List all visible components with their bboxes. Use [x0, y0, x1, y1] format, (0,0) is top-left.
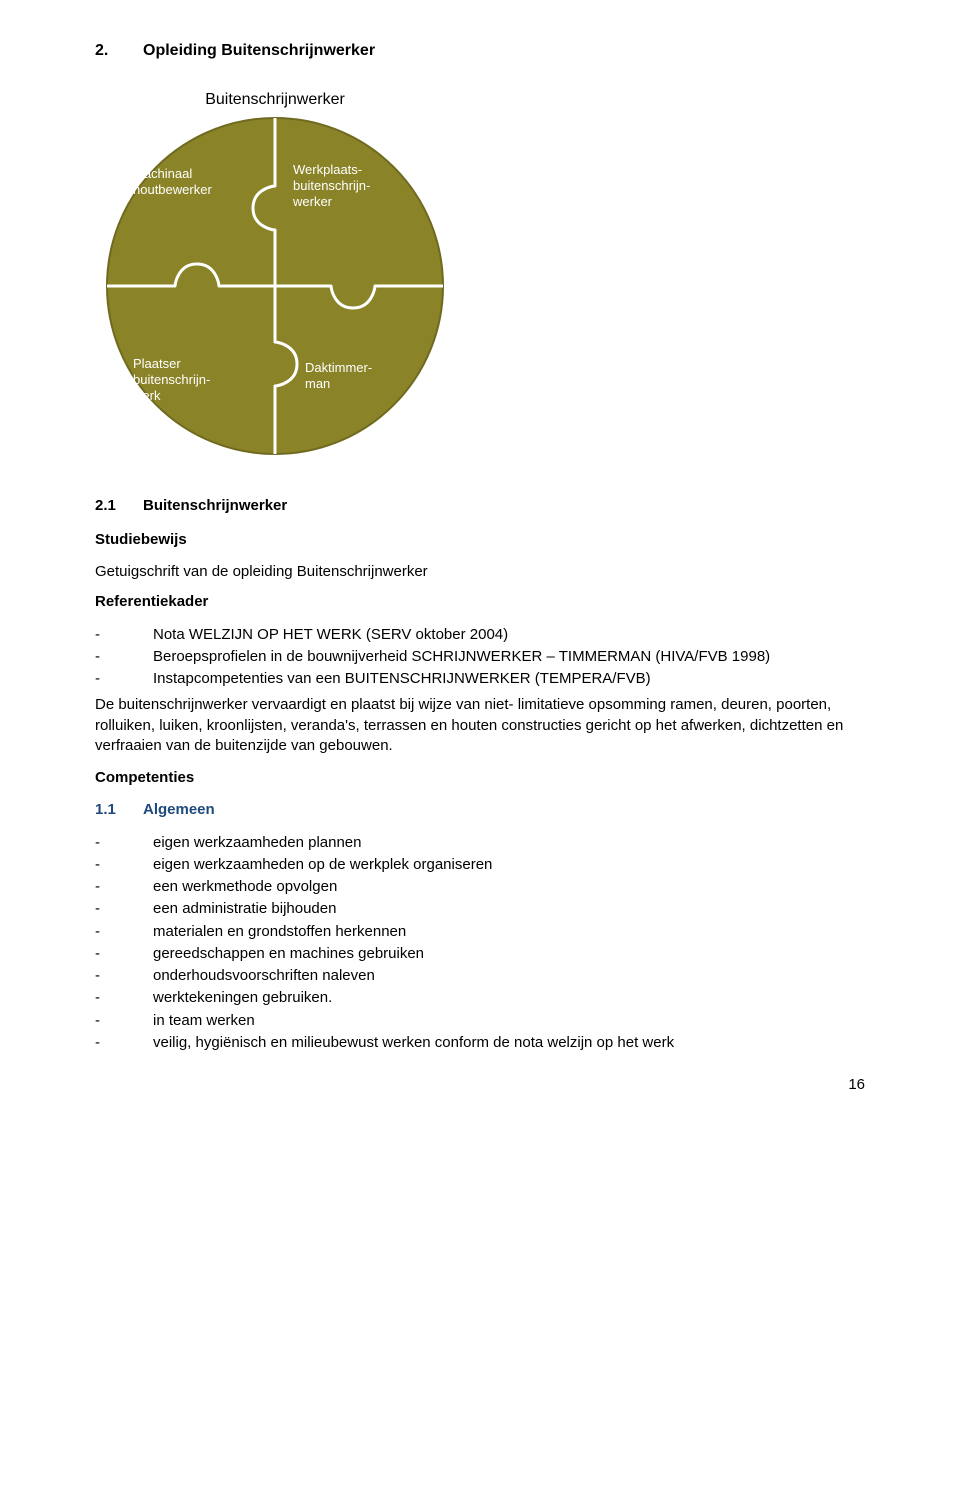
subsection-number: 2.1 — [95, 496, 143, 516]
page-number: 16 — [95, 1075, 865, 1095]
list-item: eigen werkzaamheden plannen — [95, 833, 865, 853]
section-title: Opleiding Buitenschrijnwerker — [143, 42, 375, 59]
subsection-heading: 2.1Buitenschrijnwerker — [95, 496, 865, 516]
list-item: Beroepsprofielen in de bouwnijverheid SC… — [95, 647, 865, 667]
list-item: onderhoudsvoorschriften naleven — [95, 966, 865, 986]
puzzle-svg: Buitenschrijnwerker Machinaal houtbewerk… — [95, 82, 455, 462]
puzzle-diagram: Buitenschrijnwerker Machinaal houtbewerk… — [95, 82, 865, 462]
list-item: in team werken — [95, 1011, 865, 1031]
list-item: een werkmethode opvolgen — [95, 877, 865, 897]
referentiekader-list: Nota WELZIJN OP HET WERK (SERV oktober 2… — [95, 625, 865, 690]
subsection-title: Buitenschrijnwerker — [143, 497, 287, 514]
list-item: gereedschappen en machines gebruiken — [95, 944, 865, 964]
puzzle-label-tl-1: Machinaal — [133, 166, 192, 181]
list-item: veilig, hygiënisch en milieubewust werke… — [95, 1033, 865, 1053]
puzzle-label-br-2: man — [305, 376, 330, 391]
list-item: Instapcompetenties van een BUITENSCHRIJN… — [95, 669, 865, 689]
puzzle-label-bl-1: Plaatser — [133, 356, 181, 371]
referentiekader-label: Referentiekader — [95, 592, 865, 612]
puzzle-label-tr-3: werker — [292, 194, 333, 209]
list-item: materialen en grondstoffen herkennen — [95, 922, 865, 942]
algemeen-heading: 1.1Algemeen — [95, 800, 865, 820]
section-number: 2. — [95, 40, 143, 62]
studiebewijs-text: Getuigschrift van de opleiding Buitensch… — [95, 562, 865, 582]
studiebewijs-label: Studiebewijs — [95, 530, 865, 550]
algemeen-list: eigen werkzaamheden plannen eigen werkza… — [95, 833, 865, 1054]
body-paragraph: De buitenschrijnwerker vervaardigt en pl… — [95, 695, 865, 756]
algemeen-number: 1.1 — [95, 800, 143, 820]
algemeen-title: Algemeen — [143, 801, 215, 818]
list-item: werktekeningen gebruiken. — [95, 988, 865, 1008]
puzzle-title: Buitenschrijnwerker — [205, 91, 345, 108]
puzzle-label-bl-3: werk — [132, 388, 161, 403]
puzzle-label-br-1: Daktimmer- — [305, 360, 372, 375]
puzzle-label-bl-2: buitenschrijn- — [133, 372, 210, 387]
puzzle-label-tr-2: buitenschrijn- — [293, 178, 370, 193]
puzzle-label-tr-1: Werkplaats- — [293, 162, 362, 177]
list-item: eigen werkzaamheden op de werkplek organ… — [95, 855, 865, 875]
list-item: Nota WELZIJN OP HET WERK (SERV oktober 2… — [95, 625, 865, 645]
competenties-label: Competenties — [95, 768, 865, 788]
list-item: een administratie bijhouden — [95, 899, 865, 919]
section-heading: 2.Opleiding Buitenschrijnwerker — [95, 40, 865, 62]
puzzle-label-tl-2: houtbewerker — [133, 182, 212, 197]
